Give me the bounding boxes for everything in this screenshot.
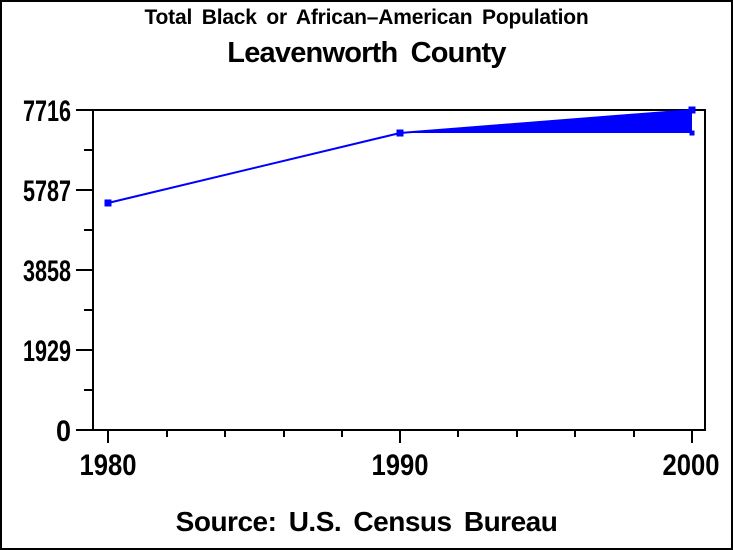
x-tick-label: 2000 <box>663 449 720 482</box>
data-point-marker <box>689 130 695 136</box>
tick-marks <box>76 109 693 443</box>
y-tick-label: 1929 <box>23 335 71 368</box>
data-point-marker <box>688 106 696 114</box>
data-point-marker <box>104 199 112 207</box>
plot-frame <box>92 109 706 431</box>
x-tick-label: 1980 <box>80 449 137 482</box>
data-point-marker <box>396 129 404 137</box>
chart-subtitle: Leavenworth County <box>227 37 506 69</box>
y-tick-label: 7716 <box>23 95 71 128</box>
markers <box>104 106 696 207</box>
y-tick-label: 3858 <box>23 255 71 288</box>
y-tick-label: 5787 <box>23 175 71 208</box>
y-tick-label: 0 <box>56 415 71 448</box>
x-tick-label: 1990 <box>372 449 429 482</box>
chart-title: Total Black or African–American Populati… <box>144 6 589 29</box>
source-caption: Source: U.S. Census Bureau <box>175 506 558 537</box>
